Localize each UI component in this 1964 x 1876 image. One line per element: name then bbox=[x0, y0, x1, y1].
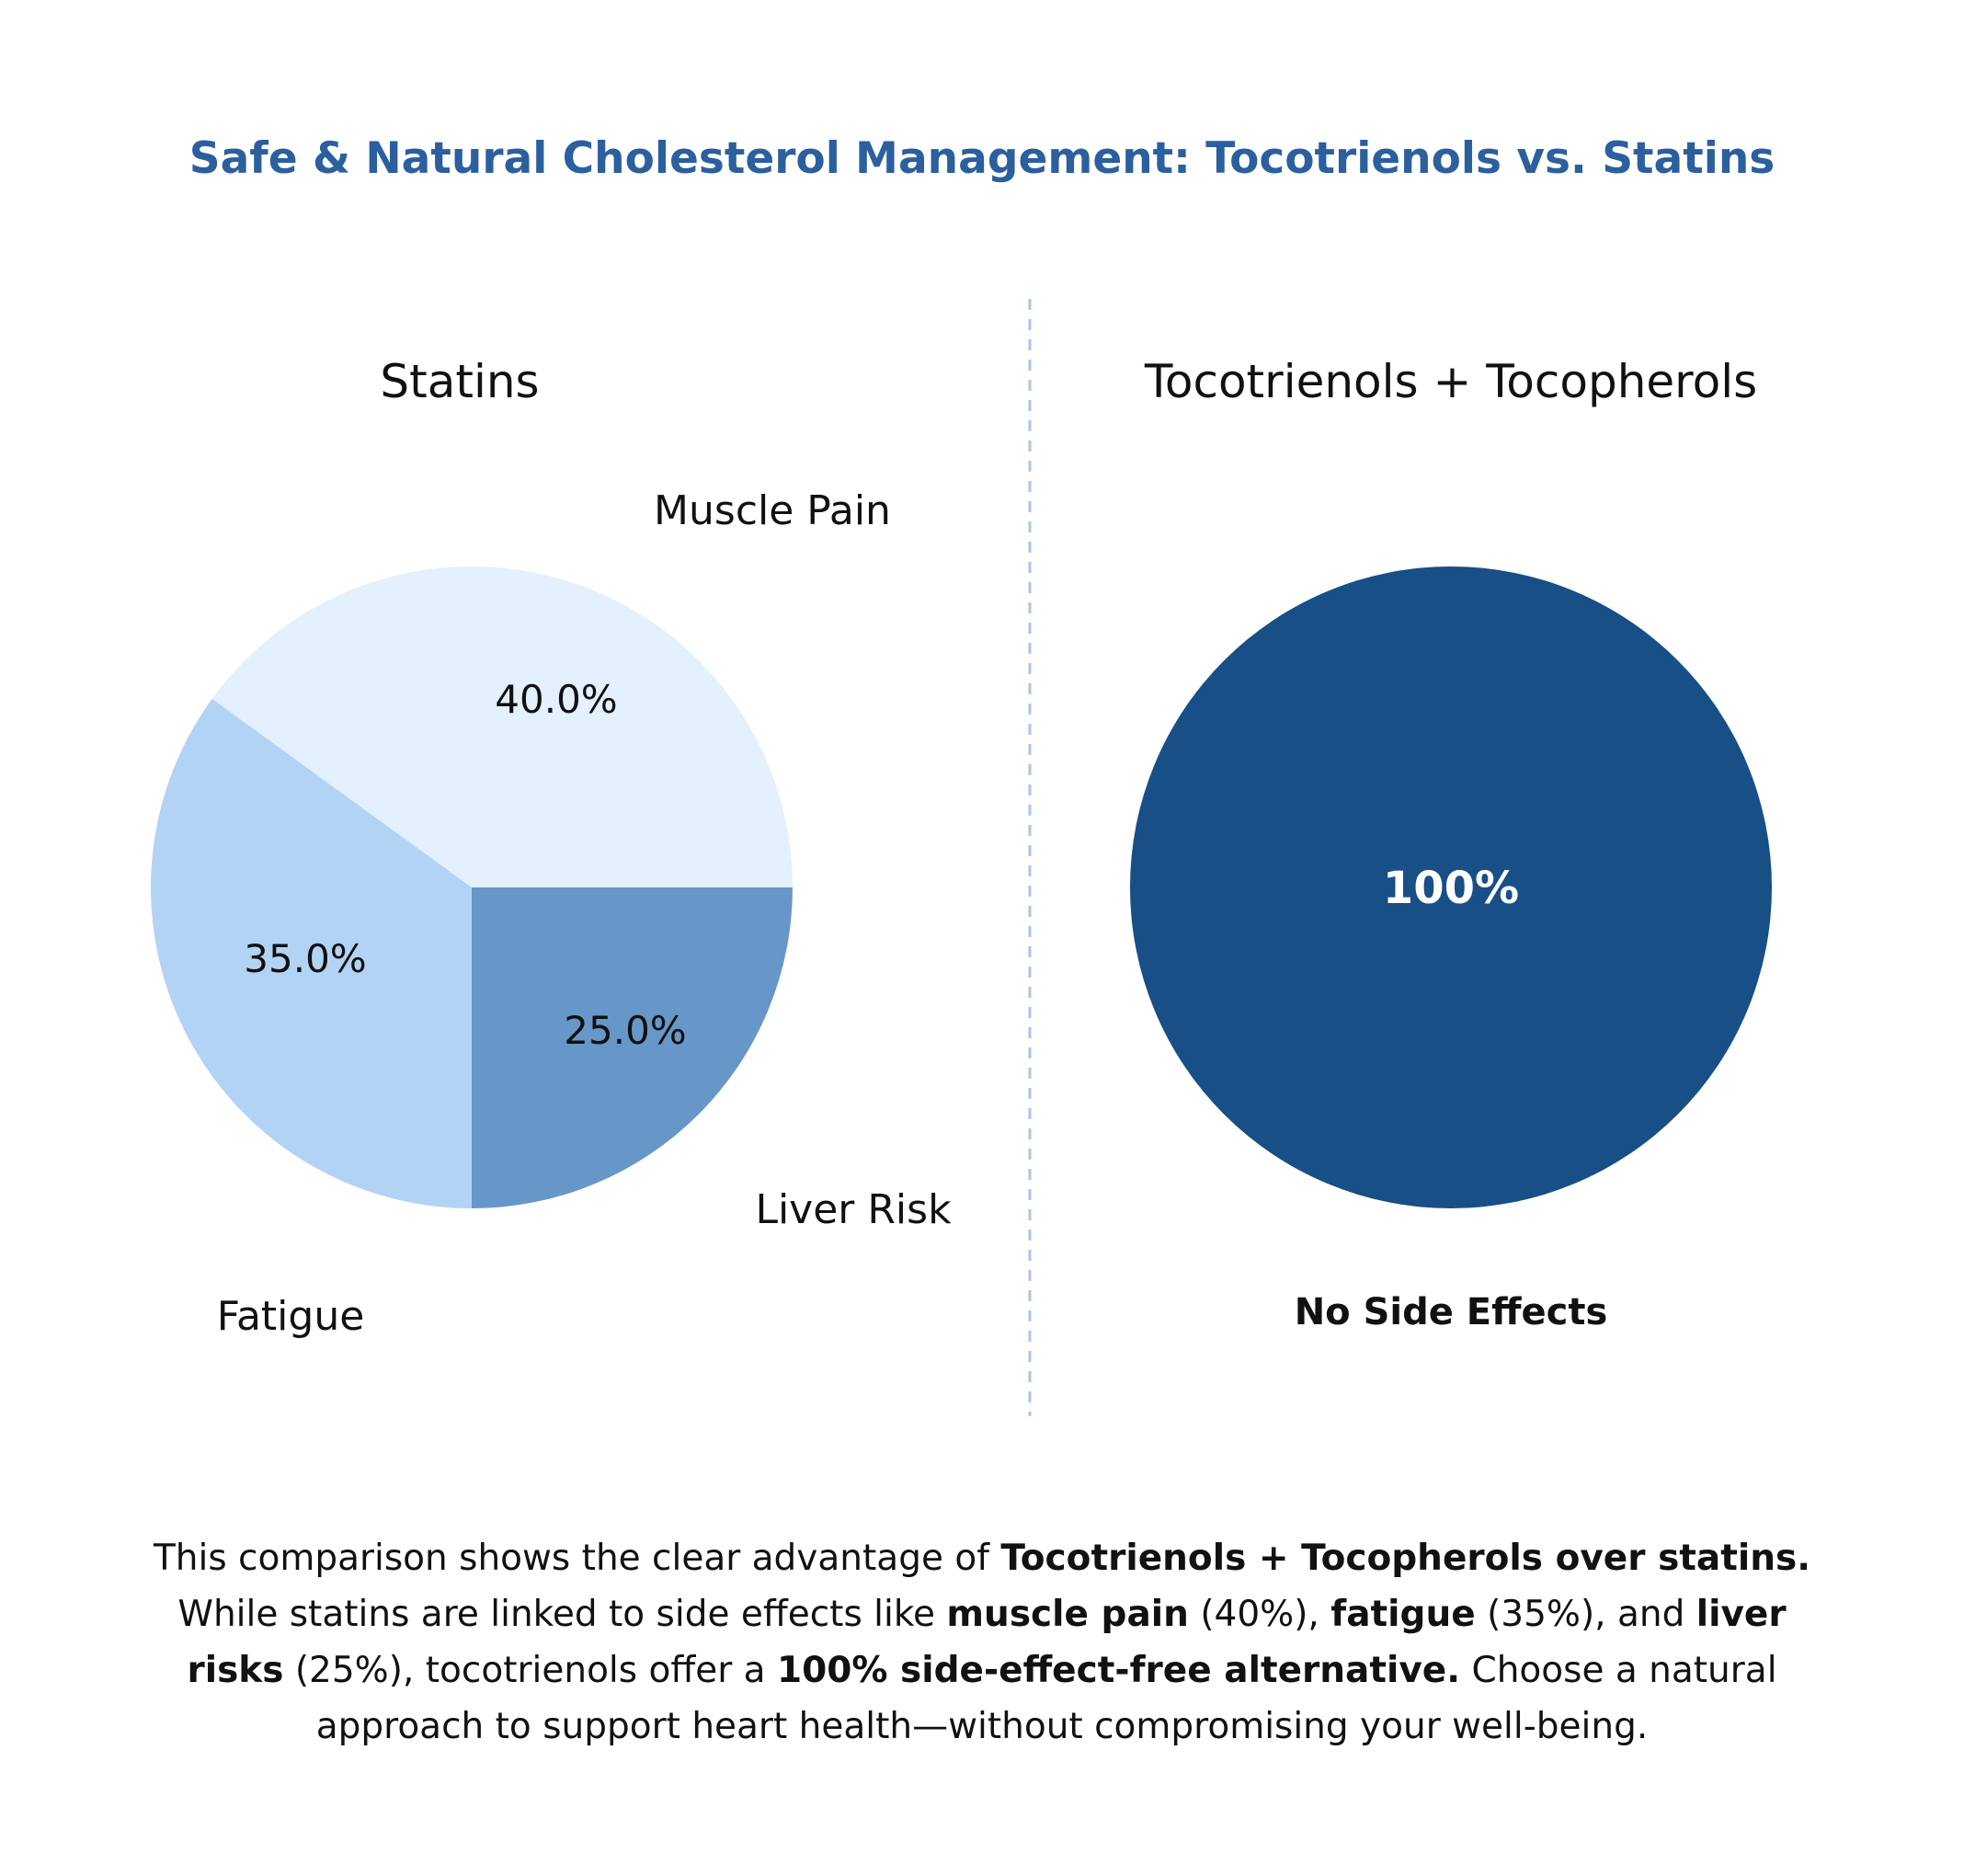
caption-emphasis: fatigue bbox=[1330, 1594, 1475, 1635]
caption-text: While statins are linked to side effects… bbox=[177, 1594, 946, 1635]
caption-text: This comparison shows the clear advantag… bbox=[154, 1538, 1000, 1579]
statins-chart: Statins 40.0% 35.0% 25.0% Muscle Pain Fa… bbox=[151, 355, 952, 1340]
caption-emphasis: 100% side-effect-free alternative. bbox=[777, 1650, 1460, 1691]
tocotrienols-chart: Tocotrienols + Tocopherols 100% No Side … bbox=[1130, 355, 1772, 1333]
slice-label-no-side-effects: No Side Effects bbox=[1295, 1291, 1608, 1333]
caption-text: (25%), tocotrienols offer a bbox=[283, 1650, 777, 1691]
value-label-no-side-effects: 100% bbox=[1383, 863, 1519, 914]
slice-label-muscle-pain: Muscle Pain bbox=[654, 487, 891, 534]
slice-label-fatigue: Fatigue bbox=[217, 1293, 365, 1340]
summary-caption: This comparison shows the clear advantag… bbox=[147, 1530, 1817, 1755]
tocotrienols-chart-title: Tocotrienols + Tocopherols bbox=[1144, 355, 1757, 408]
caption-text: (40%), bbox=[1189, 1594, 1330, 1635]
caption-emphasis: muscle pain bbox=[946, 1594, 1189, 1635]
slice-label-liver-risk: Liver Risk bbox=[755, 1186, 952, 1233]
caption-emphasis: Tocotrienols + Tocopherols over statins. bbox=[1000, 1538, 1810, 1579]
value-label-fatigue: 35.0% bbox=[244, 936, 366, 981]
value-label-liver-risk: 25.0% bbox=[564, 1008, 686, 1053]
statins-chart-title: Statins bbox=[380, 355, 539, 408]
value-label-muscle-pain: 40.0% bbox=[495, 677, 617, 722]
caption-text: (35%), and bbox=[1476, 1594, 1696, 1635]
